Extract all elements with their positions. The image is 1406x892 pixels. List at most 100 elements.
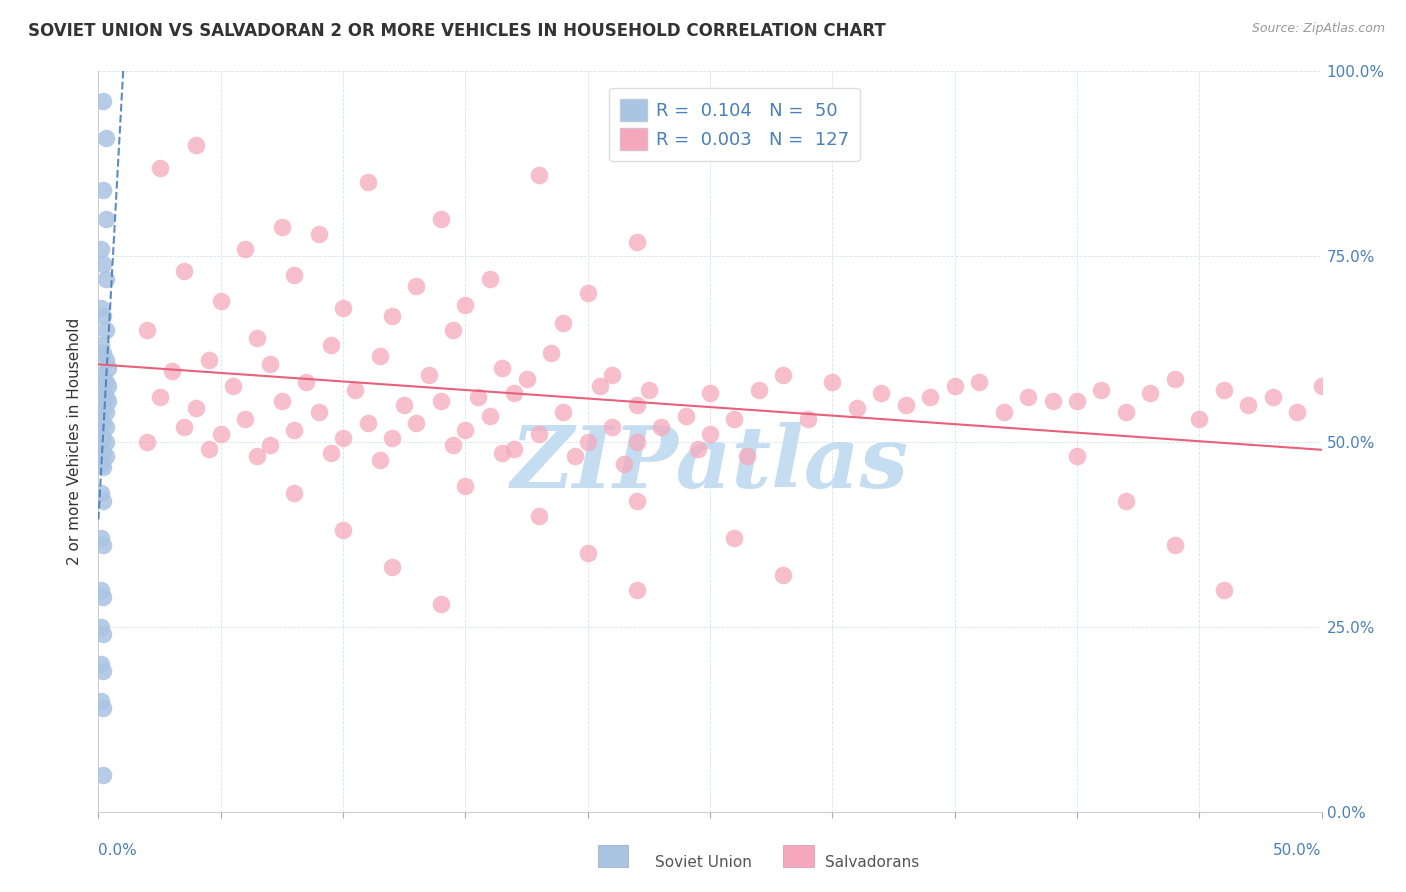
- Point: [723, 531, 745, 545]
- Point: [94, 434, 117, 449]
- Point: [197, 442, 219, 456]
- Point: [772, 567, 794, 582]
- Point: [1212, 582, 1234, 597]
- Point: [441, 438, 464, 452]
- Point: [94, 376, 117, 390]
- Point: [1042, 393, 1064, 408]
- Point: [748, 383, 770, 397]
- Point: [392, 398, 416, 412]
- Point: [270, 219, 294, 234]
- Point: [160, 364, 183, 378]
- Point: [405, 416, 427, 430]
- Point: [576, 286, 599, 301]
- Point: [91, 386, 114, 401]
- Point: [209, 293, 232, 308]
- Point: [797, 412, 820, 426]
- Point: [197, 353, 219, 368]
- Point: [270, 393, 294, 408]
- Point: [94, 131, 117, 145]
- Point: [91, 94, 114, 108]
- Point: [650, 419, 672, 434]
- Point: [1237, 398, 1260, 412]
- Point: [90, 301, 112, 316]
- Point: [246, 331, 269, 345]
- Point: [319, 338, 342, 352]
- Point: [94, 353, 117, 368]
- Point: [503, 386, 526, 401]
- Point: [90, 694, 112, 708]
- Point: [149, 390, 172, 404]
- Point: [90, 619, 112, 633]
- Point: [1188, 412, 1211, 426]
- Point: [91, 183, 114, 197]
- Point: [332, 301, 354, 316]
- Text: Salvadorans: Salvadorans: [824, 855, 920, 870]
- Point: [283, 486, 305, 500]
- Point: [90, 427, 112, 442]
- Point: [920, 390, 942, 404]
- Point: [91, 416, 114, 430]
- Point: [233, 242, 256, 256]
- Point: [576, 434, 599, 449]
- Point: [1261, 390, 1284, 404]
- Point: [91, 664, 114, 678]
- Point: [91, 401, 114, 416]
- Point: [613, 457, 636, 471]
- Point: [97, 360, 120, 375]
- Point: [90, 242, 112, 256]
- Point: [90, 368, 112, 382]
- Point: [870, 386, 893, 401]
- Point: [967, 376, 990, 390]
- Point: [91, 493, 114, 508]
- Point: [344, 383, 367, 397]
- Point: [259, 357, 281, 371]
- Point: [186, 138, 208, 153]
- Point: [430, 598, 453, 612]
- Point: [600, 368, 623, 382]
- Point: [91, 445, 114, 459]
- Point: [1164, 371, 1187, 385]
- Point: [91, 627, 114, 641]
- Point: [94, 212, 117, 227]
- Point: [368, 453, 391, 467]
- Point: [454, 424, 477, 438]
- Point: [91, 345, 114, 359]
- Point: [91, 431, 114, 445]
- Point: [173, 419, 195, 434]
- Point: [723, 412, 745, 426]
- Text: SOVIET UNION VS SALVADORAN 2 OR MORE VEHICLES IN HOUSEHOLD CORRELATION CHART: SOVIET UNION VS SALVADORAN 2 OR MORE VEH…: [28, 22, 886, 40]
- Point: [381, 431, 404, 445]
- Point: [527, 168, 550, 182]
- Point: [894, 398, 917, 412]
- Point: [381, 560, 404, 574]
- Point: [626, 235, 648, 249]
- Point: [90, 657, 112, 671]
- Point: [94, 390, 117, 404]
- Point: [91, 371, 114, 385]
- Point: [943, 379, 966, 393]
- Text: 50.0%: 50.0%: [1274, 843, 1322, 858]
- Point: [430, 212, 453, 227]
- Text: 0.0%: 0.0%: [98, 843, 138, 858]
- Point: [626, 398, 648, 412]
- Point: [283, 268, 305, 282]
- Point: [527, 508, 550, 523]
- Point: [332, 431, 354, 445]
- Point: [527, 427, 550, 442]
- Point: [772, 368, 794, 382]
- Point: [97, 393, 120, 408]
- Point: [491, 360, 513, 375]
- Point: [90, 412, 112, 426]
- Point: [1286, 405, 1309, 419]
- Y-axis label: 2 or more Vehicles in Household: 2 or more Vehicles in Household: [67, 318, 83, 566]
- Point: [90, 442, 112, 456]
- Point: [90, 531, 112, 545]
- Point: [454, 479, 477, 493]
- Point: [91, 460, 114, 475]
- Point: [368, 350, 391, 364]
- Point: [91, 309, 114, 323]
- Point: [90, 582, 112, 597]
- Point: [246, 450, 269, 464]
- Text: Source: ZipAtlas.com: Source: ZipAtlas.com: [1251, 22, 1385, 36]
- Point: [1115, 493, 1137, 508]
